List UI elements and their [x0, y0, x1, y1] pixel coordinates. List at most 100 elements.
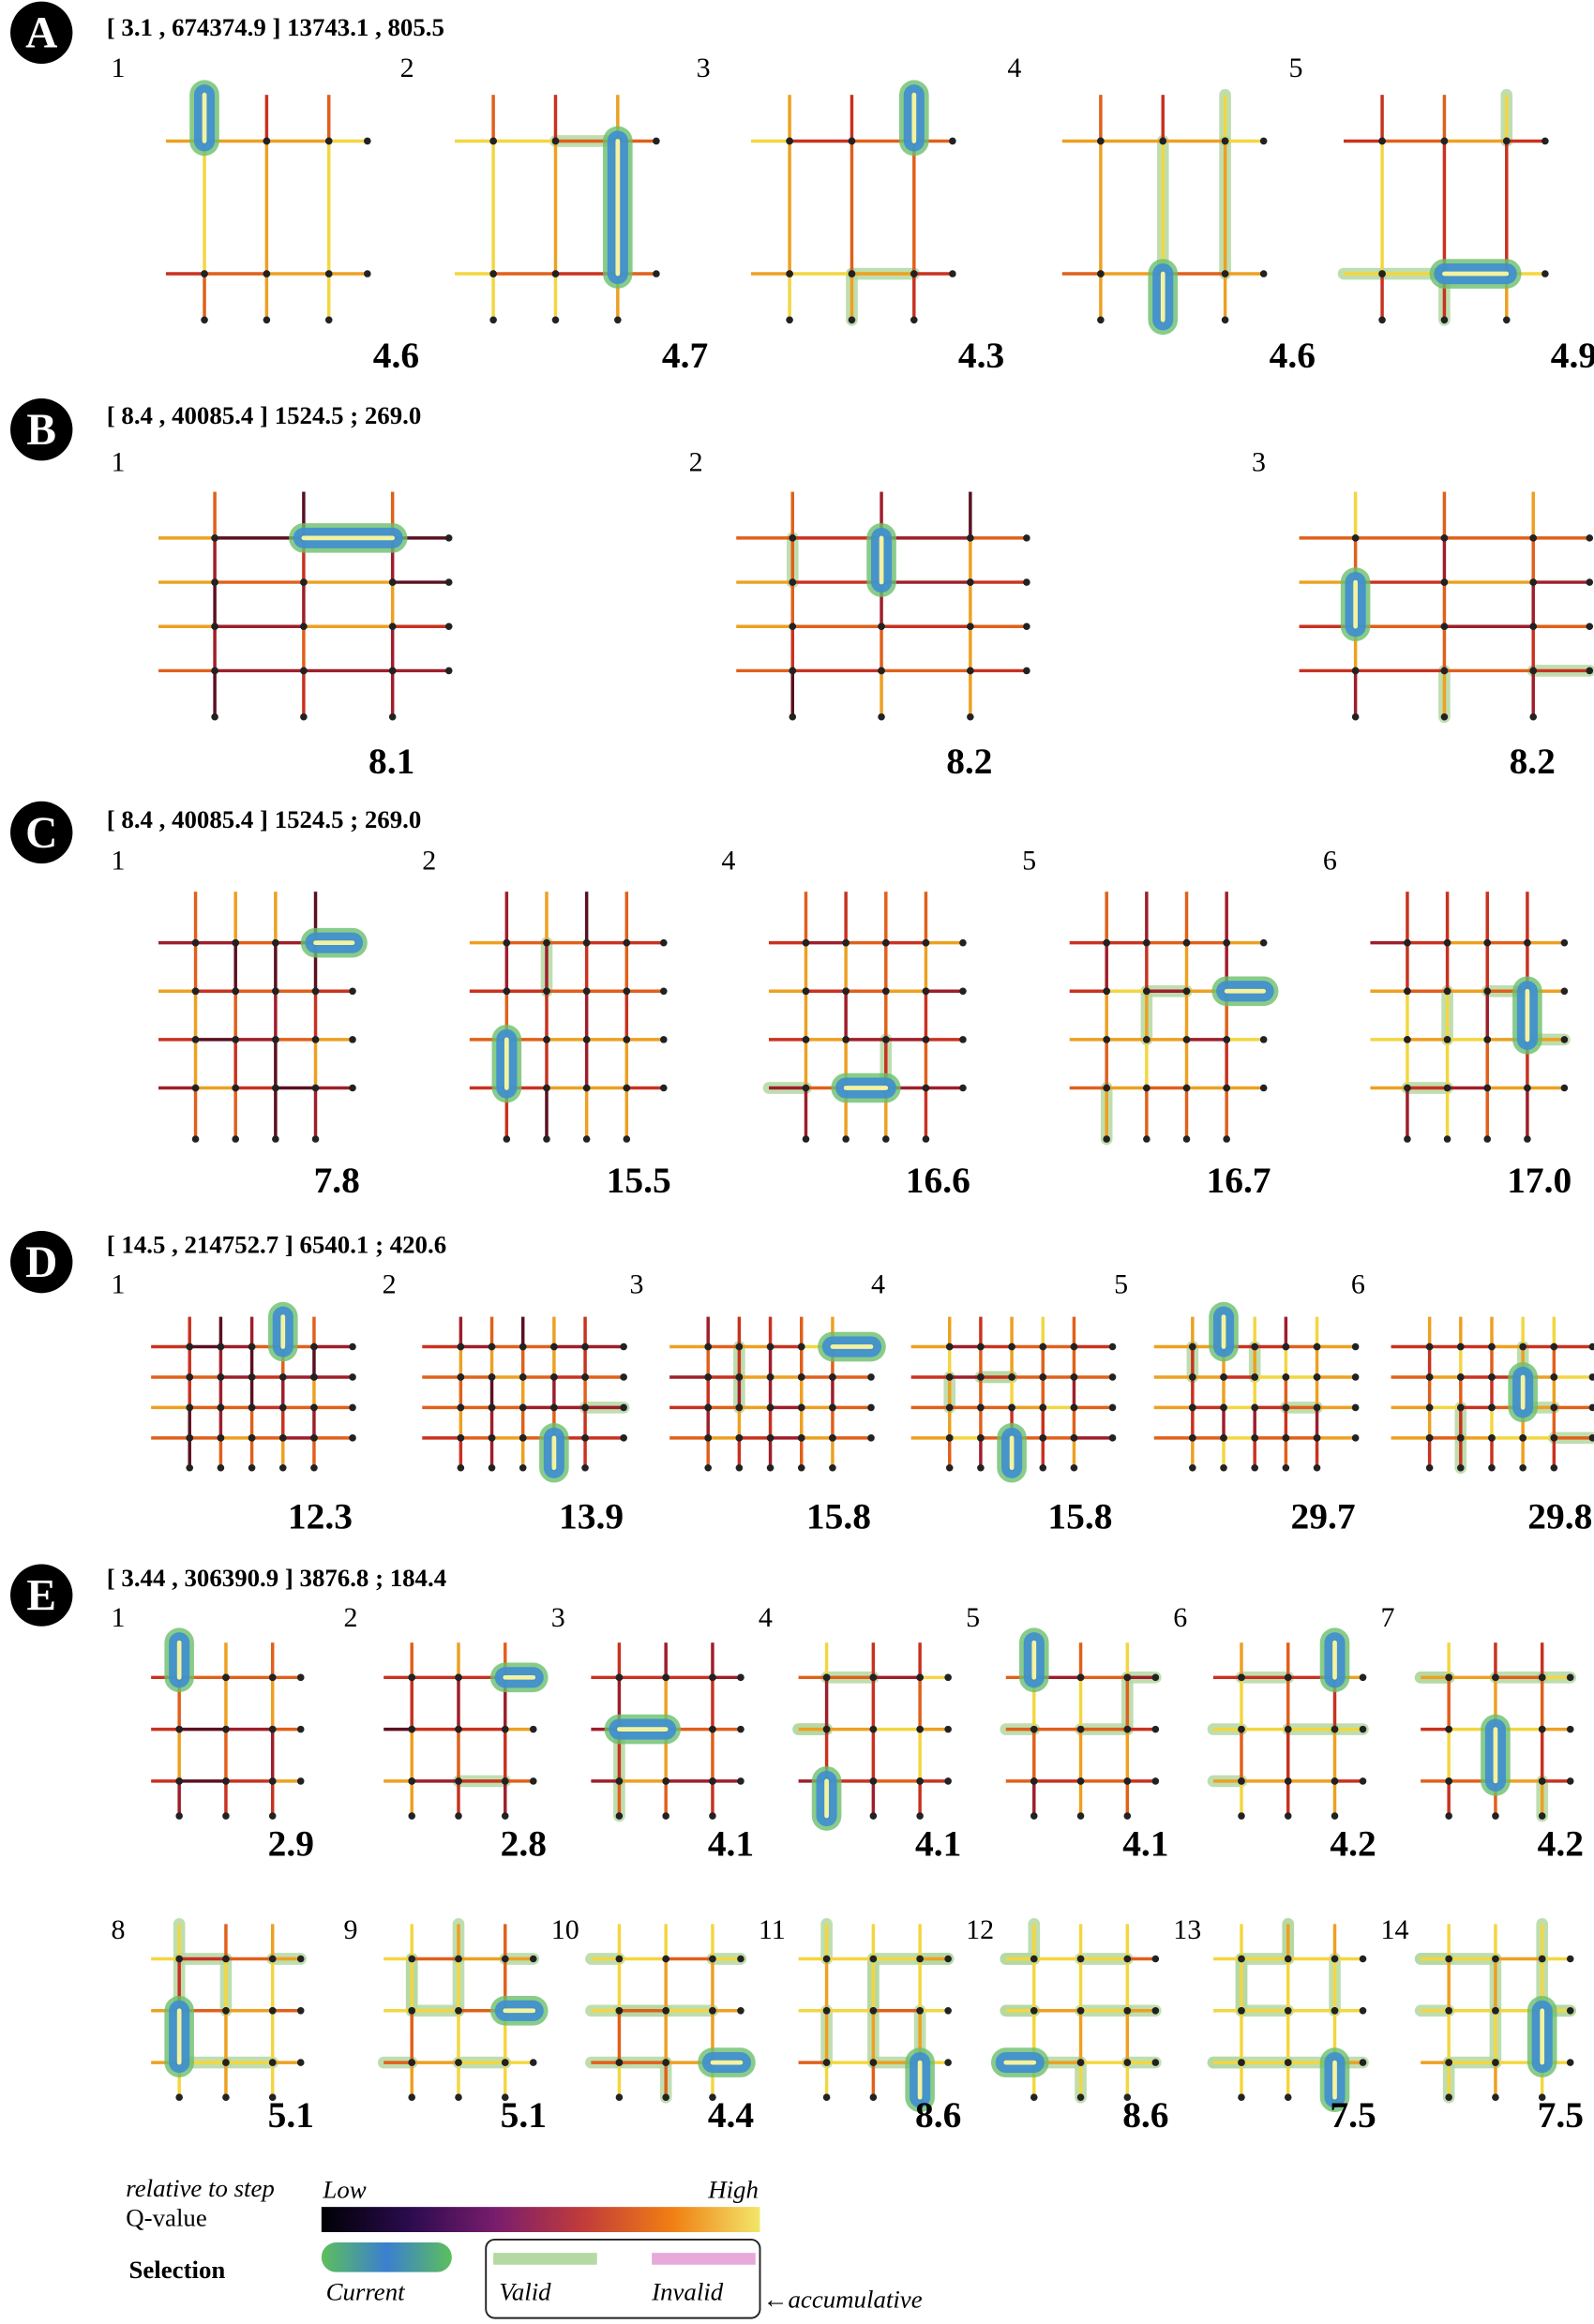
graph-node [1220, 1434, 1227, 1442]
graph-node [1143, 1036, 1150, 1043]
graph-node [1550, 1373, 1558, 1381]
graph-node [543, 1135, 550, 1143]
graph-node [1008, 1373, 1015, 1381]
graph-node [211, 578, 218, 586]
graph-node [1351, 1342, 1360, 1351]
graph-node [967, 712, 974, 721]
graph-node [408, 1777, 416, 1785]
graph-node [232, 938, 240, 947]
graph-node [1519, 1434, 1526, 1442]
graph-node [1404, 987, 1411, 996]
graph-node [1030, 1725, 1038, 1733]
graph-node [878, 622, 885, 631]
step-label: 3 [551, 1602, 565, 1633]
graph-node [529, 1725, 537, 1733]
step-label: 8 [111, 1914, 125, 1945]
graph-node [1251, 1434, 1258, 1442]
graph-node [766, 1434, 774, 1442]
step-score: 16.7 [1206, 1160, 1271, 1201]
graph-node [766, 1463, 774, 1472]
graph-node [1483, 938, 1492, 947]
graph-node [1039, 1463, 1047, 1472]
graph-node [300, 712, 308, 721]
graph-node [662, 1812, 669, 1820]
graph-node [1588, 1342, 1594, 1351]
step: 516.7 [1022, 845, 1279, 1201]
graph-node [1251, 1403, 1258, 1412]
graph-node [1351, 1373, 1360, 1381]
graph-node [822, 1725, 831, 1733]
step: 54.9 [1289, 52, 1594, 376]
step-label: 5 [1022, 845, 1036, 876]
panel: D[ 14.5 , 214752.7 ] 6540.1 ; 420.6112.3… [10, 1231, 1594, 1537]
graph-node [263, 137, 271, 145]
step-score: 4.9 [1551, 335, 1594, 376]
graph-node [455, 1777, 462, 1785]
graph-node [300, 667, 308, 675]
graph-node [1313, 1434, 1321, 1442]
panel: E[ 3.44 , 306390.9 ] 3876.8 ; 184.412.92… [10, 1564, 1584, 2136]
graph-node [867, 1434, 875, 1442]
graph-node [1541, 137, 1549, 145]
graph-node [1282, 1403, 1290, 1412]
graph-node [457, 1342, 465, 1351]
step: 137.5 [1173, 1914, 1376, 2136]
graph-node [916, 1955, 924, 1963]
current-swatch [321, 2242, 452, 2272]
graph-node [489, 137, 497, 145]
graph-node [455, 1955, 462, 1963]
graph-node [1251, 1342, 1258, 1351]
graph-node [1284, 2059, 1292, 2066]
graph-node [222, 1955, 230, 1963]
graph-node [1483, 1084, 1492, 1092]
graph-node [967, 578, 974, 586]
step-label: 3 [697, 52, 711, 83]
graph-node [311, 1084, 320, 1092]
step-score: 29.7 [1291, 1496, 1356, 1537]
graph-node [829, 1463, 836, 1472]
graph-node [349, 1084, 356, 1092]
step-label: 2 [344, 1602, 358, 1633]
step-score: 4.4 [708, 2094, 755, 2136]
graph-node [582, 938, 591, 947]
graph-node [408, 1955, 416, 1963]
graph-node [1103, 1135, 1110, 1143]
panel-letter: B [26, 406, 56, 455]
graph-node [1220, 1373, 1227, 1381]
panel-header: [ 8.4 , 40085.4 ] 1524.5 ; 269.0 [107, 401, 422, 429]
graph-node [248, 1373, 256, 1381]
graph-node [519, 1342, 527, 1351]
graph-node [1425, 1434, 1434, 1442]
graph-node [186, 1373, 194, 1381]
graph-node [882, 987, 890, 996]
graph-node [501, 1725, 509, 1733]
graph-node [615, 2059, 624, 2066]
graph-node [1529, 667, 1538, 675]
step: 104.4 [551, 1914, 756, 2136]
graph-node [1189, 1434, 1196, 1442]
graph-node [201, 316, 208, 324]
graph-node [620, 1342, 627, 1351]
graph-node [1351, 534, 1360, 542]
graph-node [1359, 1725, 1367, 1733]
graph-node [1123, 1673, 1132, 1682]
graph-node [1550, 1342, 1558, 1351]
graph-node [300, 578, 308, 586]
graph-node [660, 1036, 668, 1043]
graph-node [1313, 1373, 1321, 1381]
graph-node [662, 1955, 669, 1963]
graph-node [581, 1463, 589, 1472]
graph-node [882, 1135, 890, 1143]
graph-node [1097, 270, 1105, 277]
graph-node [551, 270, 560, 277]
graph-node [268, 1673, 277, 1682]
graph-node [786, 316, 793, 324]
step: 147.5 [1380, 1914, 1583, 2136]
graph-node [945, 1403, 954, 1412]
graph-node [1030, 1955, 1038, 1963]
step: 128.6 [966, 1914, 1168, 2136]
step: 629.8 [1351, 1268, 1594, 1537]
graph-node [1404, 1084, 1411, 1092]
graph-node [278, 1403, 287, 1412]
graph-node [1519, 1342, 1526, 1351]
